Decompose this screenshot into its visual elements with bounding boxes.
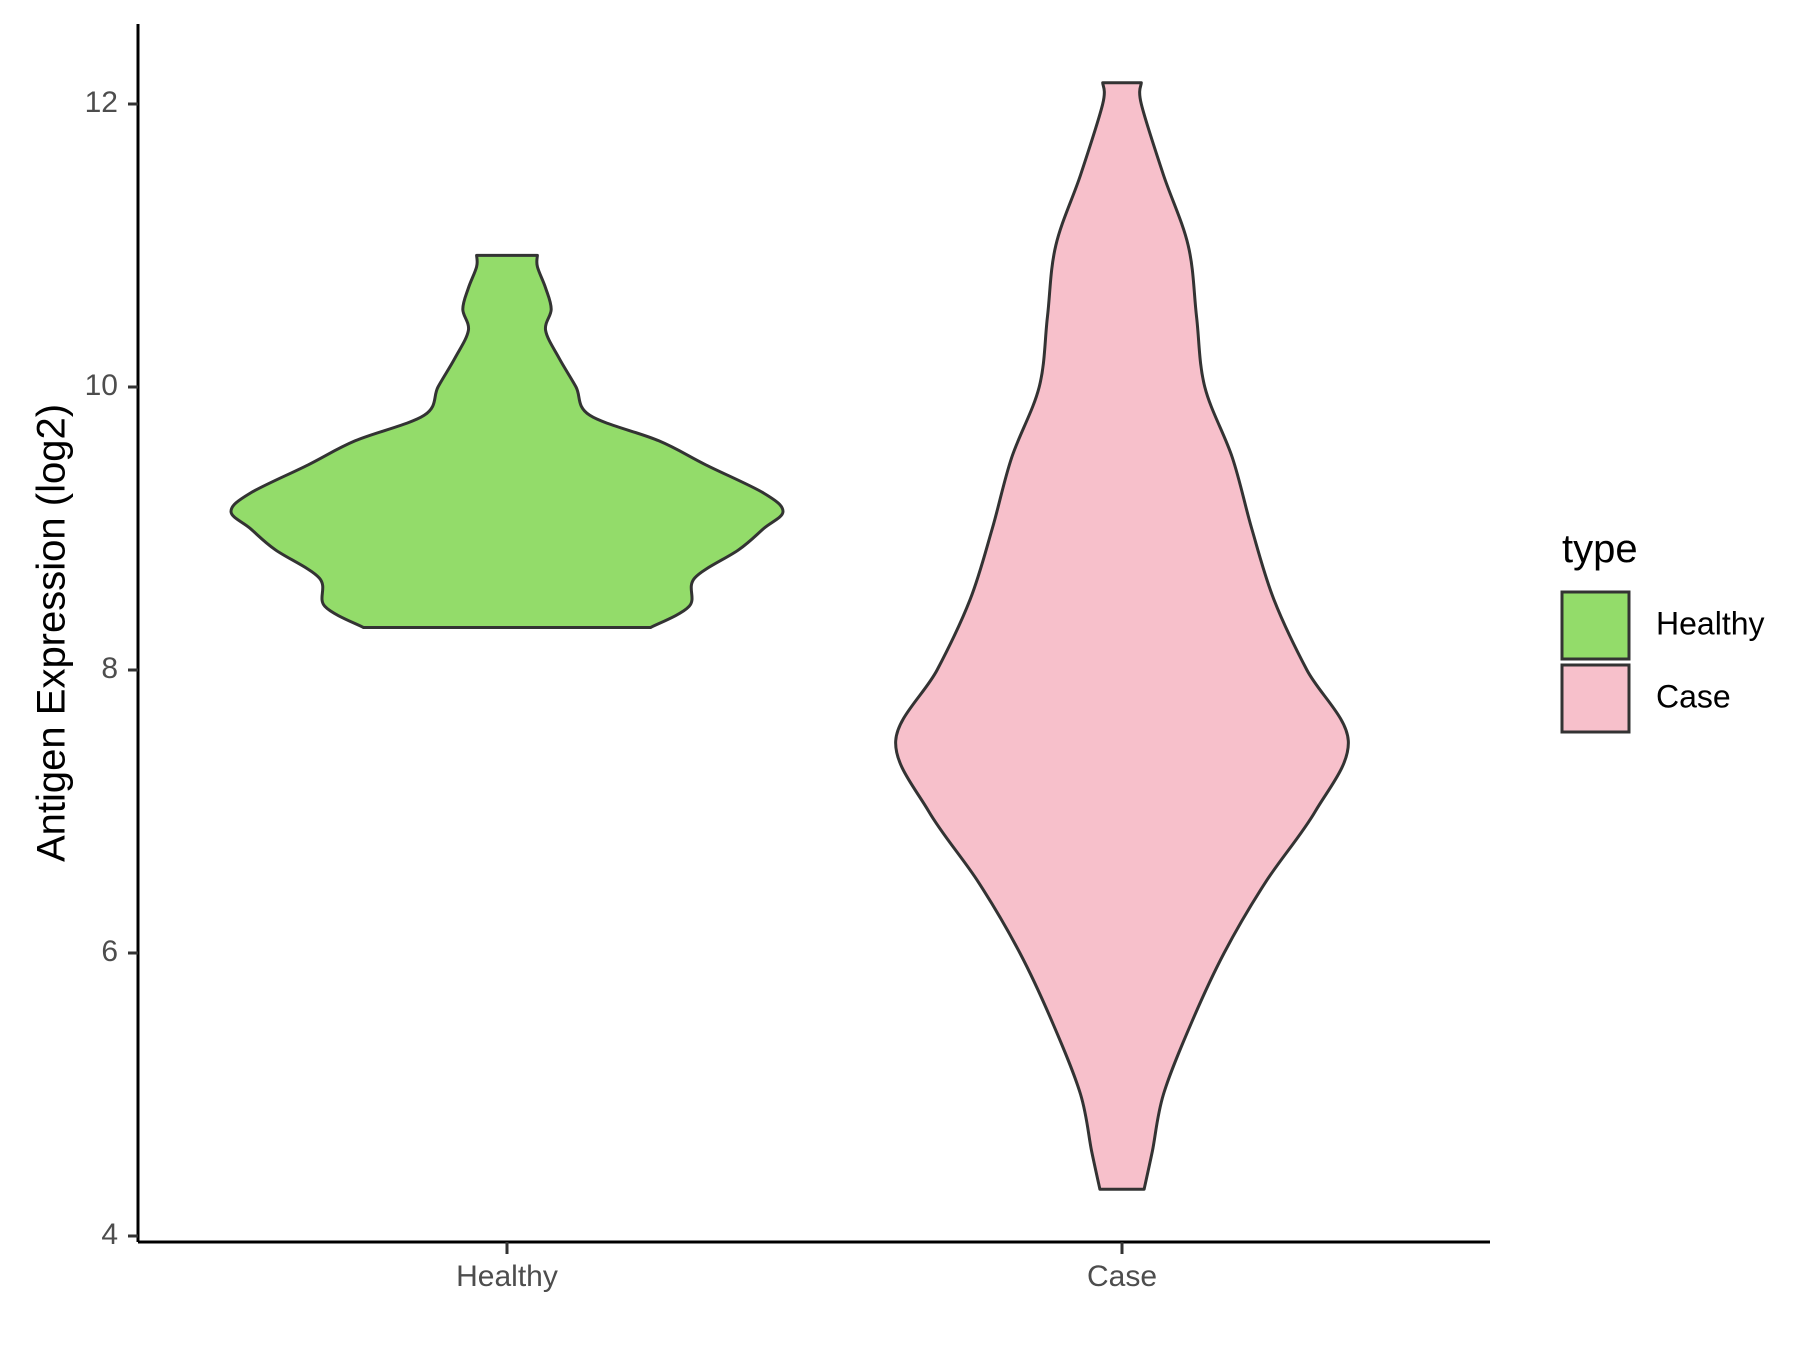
x-ticks: Healthy Case: [456, 1242, 1157, 1293]
x-tick-label: Healthy: [456, 1260, 558, 1293]
legend-title: type: [1562, 527, 1638, 571]
y-ticks: 4 6 8 10 12: [85, 86, 138, 1251]
legend-label-case: Case: [1656, 678, 1731, 714]
violin-healthy: [229, 253, 785, 629]
y-tick-label: 10: [85, 369, 118, 402]
y-axis-title: Antigen Expression (log2): [30, 404, 74, 862]
legend-swatch-case: [1560, 663, 1631, 734]
x-tick-label: Case: [1087, 1260, 1157, 1293]
legend-items: Healthy Case: [1560, 590, 1765, 734]
legend: type Healthy Case: [1560, 527, 1765, 734]
violin-case: [894, 81, 1350, 1191]
y-tick-label: 6: [101, 935, 118, 968]
y-tick-label: 4: [101, 1218, 118, 1251]
legend-label-healthy: Healthy: [1656, 605, 1765, 641]
y-tick-label: 12: [85, 86, 118, 119]
violin-layer: [229, 81, 1350, 1191]
y-tick-label: 8: [101, 652, 118, 685]
axes: [136, 24, 1490, 1244]
legend-swatch-healthy: [1560, 590, 1631, 661]
